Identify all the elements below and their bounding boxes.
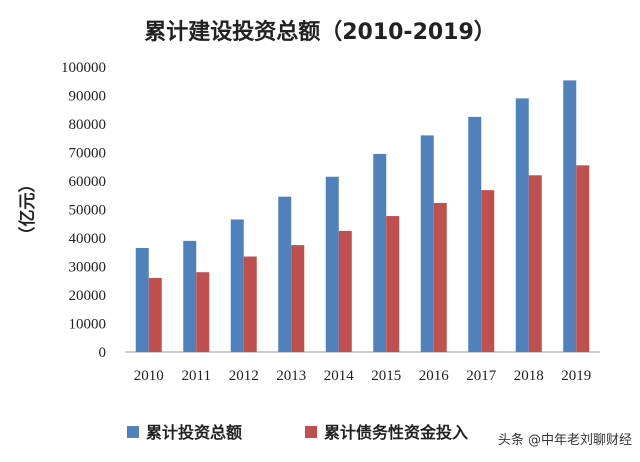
bar-debt-funding-2017	[481, 190, 495, 352]
x-tick-label: 2012	[229, 368, 259, 384]
bar-debt-funding-2016	[433, 202, 447, 352]
bar-total-investment-2010	[135, 247, 149, 352]
legend: 累计投资总额 累计债务性资金投入	[127, 423, 468, 442]
legend-swatch	[127, 426, 139, 438]
chart-title: 累计建设投资总额（2010-2019）	[144, 20, 496, 45]
y-tick-label: 60000	[69, 174, 107, 190]
bar-total-investment-2012	[230, 219, 244, 352]
bar-debt-funding-2018	[528, 175, 542, 352]
y-tick-label: 80000	[69, 117, 107, 133]
x-tick-label: 2015	[371, 368, 401, 384]
bar-debt-funding-2015	[386, 216, 400, 352]
y-tick-label: 100000	[61, 60, 106, 76]
y-tick-label: 10000	[69, 317, 107, 333]
x-tick-label: 2019	[561, 368, 591, 384]
bar-debt-funding-2013	[291, 245, 305, 352]
y-tick-label: 90000	[69, 89, 107, 105]
bar-debt-funding-2014	[338, 230, 352, 352]
bar-total-investment-2011	[183, 240, 197, 352]
bar-total-investment-2019	[563, 80, 577, 353]
bar-debt-funding-2011	[196, 272, 210, 352]
bar-total-investment-2014	[325, 176, 339, 352]
x-tick-label: 2016	[419, 368, 450, 384]
legend-swatch	[305, 426, 317, 438]
legend-label: 累计债务性资金投入	[324, 423, 468, 442]
bar-total-investment-2018	[515, 98, 529, 352]
bar-debt-funding-2010	[148, 277, 162, 352]
y-tick-label: 40000	[69, 231, 107, 247]
x-tick-label: 2017	[466, 368, 497, 384]
y-tick-label: 50000	[69, 203, 107, 219]
legend-label: 累计投资总额	[146, 423, 242, 442]
x-tick-labels: 2010 2011 2012 2013 2014 2015 2016 2017 2018 2019	[134, 368, 592, 384]
x-tick-label: 2014	[324, 368, 355, 384]
y-tick-label: 0	[99, 345, 107, 361]
bar-total-investment-2017	[468, 116, 482, 352]
bar-total-investment-2016	[420, 135, 434, 352]
watermark-text: 头条 @中年老刘聊财经	[498, 432, 632, 448]
y-tick-label: 30000	[69, 260, 107, 276]
x-tick-label: 2018	[514, 368, 544, 384]
y-tick-label: 70000	[69, 146, 107, 162]
x-tick-label: 2011	[182, 368, 211, 384]
x-tick-label: 2010	[134, 368, 164, 384]
bar-debt-funding-2019	[576, 165, 590, 352]
bar-debt-funding-2012	[243, 256, 257, 352]
y-tick-label: 20000	[69, 288, 107, 304]
bars	[135, 80, 590, 353]
bar-total-investment-2013	[278, 196, 292, 352]
y-axis-label: （亿元）	[17, 176, 38, 244]
x-tick-label: 2013	[276, 368, 306, 384]
y-tick-labels: 0 10000 20000 30000 40000 50000 60000 70000 8000…	[61, 60, 106, 361]
bar-total-investment-2015	[373, 153, 387, 352]
